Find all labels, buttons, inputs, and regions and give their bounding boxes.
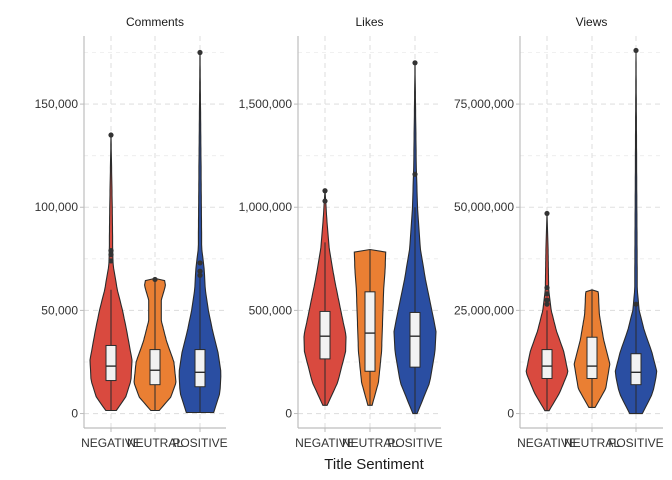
box-iqr (194, 349, 206, 388)
violin-positive (178, 52, 222, 414)
outlier-point (322, 188, 328, 194)
panel-likes: Likes 0 500,000 1,000,000 1,500,000 NEGATIVEN… (239, 15, 443, 450)
y-tick-label: 100,000 (35, 200, 79, 214)
y-tick-label: 1,000,000 (239, 200, 293, 214)
y-tick-label: 50,000 (41, 303, 78, 317)
box-iqr (364, 291, 376, 372)
box-iqr (105, 344, 117, 382)
y-tick-label: 0 (71, 407, 78, 421)
x-tick-label: NEUTRAL (127, 436, 183, 450)
x-tick-label: NEUTRAL (342, 436, 398, 450)
panel-title: Comments (126, 15, 184, 29)
outlier-point (197, 272, 203, 278)
outlier-point (322, 198, 328, 204)
outlier-point (544, 301, 550, 307)
outlier-point (197, 49, 203, 56)
y-tick-label: 0 (285, 407, 292, 421)
x-tick-label: NEGATIVE (295, 436, 355, 450)
y-tick-label: 150,000 (35, 97, 79, 111)
box-iqr (586, 336, 598, 379)
x-axis-title: Title Sentiment (324, 456, 424, 473)
x-tick-label: NEUTRAL (564, 436, 620, 450)
box-iqr (319, 310, 331, 360)
outlier-point (108, 247, 114, 254)
outlier-point (412, 171, 418, 177)
panel-views: Views 0 25,000,000 50,000,000 75,000,000 NEGA… (454, 15, 664, 450)
outlier-point (108, 258, 114, 264)
violin-positive (614, 50, 658, 415)
outlier-point (544, 210, 550, 217)
panel-title: Likes (355, 15, 383, 29)
box-iqr (541, 349, 553, 379)
outlier-point (197, 260, 203, 266)
x-tick-label: POSITIVE (172, 436, 227, 450)
outlier-point (197, 268, 203, 274)
outlier-point (544, 285, 550, 291)
y-tick-label: 1,500,000 (239, 97, 293, 111)
y-tick-label: 0 (507, 407, 514, 421)
outlier-point (544, 291, 550, 297)
outlier-point (412, 60, 418, 66)
y-tick-label: 500,000 (249, 303, 293, 317)
outlier-point (152, 276, 158, 283)
box-iqr (149, 349, 161, 386)
x-tick-label: NEGATIVE (81, 436, 141, 450)
outlier-point (108, 132, 114, 138)
box-iqr (630, 353, 642, 386)
x-tick-label: POSITIVE (608, 436, 663, 450)
y-tick-label: 50,000,000 (454, 200, 514, 214)
outlier-point (633, 47, 639, 54)
outlier-point (544, 297, 550, 303)
outlier-point (633, 301, 639, 307)
panel-title: Views (576, 15, 608, 29)
y-tick-label: 25,000,000 (454, 303, 514, 317)
box-iqr (409, 311, 421, 368)
x-tick-label: NEGATIVE (517, 436, 577, 450)
panel-comments: Comments 0 50,000 100,000 150,000 NEGATIVENEU… (35, 15, 228, 450)
outlier-point (108, 252, 114, 258)
y-tick-label: 75,000,000 (454, 97, 514, 111)
x-tick-label: POSITIVE (387, 436, 442, 450)
